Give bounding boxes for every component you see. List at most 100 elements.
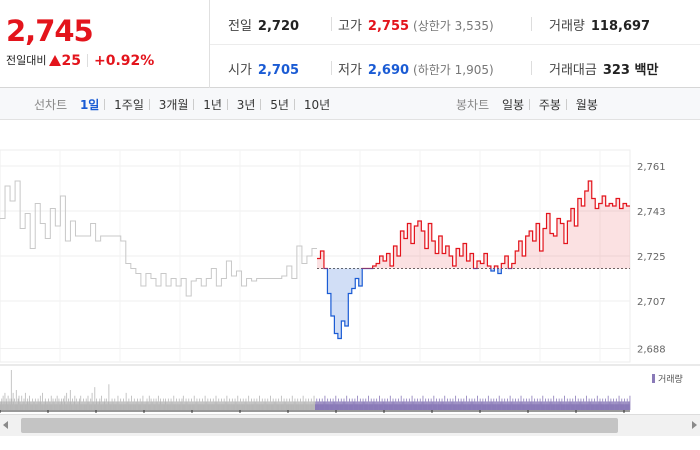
volume-bar	[574, 404, 576, 410]
volume-bar	[272, 398, 274, 410]
scroll-right-icon[interactable]	[692, 421, 697, 429]
volume-bar	[140, 401, 142, 410]
period-3y[interactable]: 3년	[236, 98, 256, 112]
volume-bar	[133, 404, 135, 410]
volume-bar	[318, 401, 319, 410]
volume-bar	[450, 401, 452, 410]
scroll-thumb[interactable]	[21, 418, 618, 433]
volume-bar	[172, 404, 173, 410]
volume-bar	[433, 404, 434, 410]
volume-bar	[615, 404, 617, 410]
volume-bar	[540, 404, 541, 410]
price-change: 전일대비 25 +0.92%	[6, 52, 154, 69]
period-1w[interactable]: 1주일	[114, 98, 144, 112]
stat-open: 시가 2,705	[228, 59, 299, 78]
volume-bar	[444, 404, 446, 410]
volume-bar	[431, 404, 432, 410]
volume-bar	[150, 398, 152, 410]
volume-bar	[251, 404, 253, 410]
volume-bar	[93, 404, 94, 410]
volume-bar	[365, 398, 367, 410]
volume-bar	[436, 398, 437, 410]
volume-bar	[217, 401, 219, 410]
period-daily[interactable]: 일봉	[501, 98, 525, 112]
volume-bar	[297, 404, 299, 410]
volume-bar	[277, 404, 279, 410]
chart-scrollbar[interactable]	[0, 414, 700, 436]
volume-bar	[246, 404, 248, 410]
y-tick-label: 2,707	[637, 297, 666, 308]
period-weekly[interactable]: 주봉	[538, 98, 561, 112]
volume-bar	[304, 404, 305, 410]
volume-bar	[495, 401, 496, 410]
volume-bar	[68, 398, 69, 410]
volume-bar	[28, 404, 30, 410]
volume-bar	[108, 404, 110, 410]
volume-bar	[126, 404, 127, 410]
period-monthly[interactable]: 월봉	[575, 98, 598, 112]
volume-bar	[23, 404, 24, 410]
volume-bar	[395, 398, 397, 410]
period-5y[interactable]: 5년	[270, 98, 289, 112]
volume-bar	[229, 404, 231, 410]
volume-bar	[604, 401, 605, 410]
volume-bar	[508, 404, 510, 410]
scroll-left-icon[interactable]	[3, 421, 8, 429]
volume-bar	[16, 401, 18, 410]
volume-bar	[153, 401, 155, 410]
volume-bar	[426, 404, 428, 410]
volume-bar	[279, 404, 281, 410]
volume-bar	[87, 404, 88, 410]
volume-bar	[512, 404, 514, 410]
volume-bar	[81, 401, 83, 410]
volume-bar	[256, 404, 258, 410]
volume-bar	[511, 404, 513, 410]
volume-bar	[14, 401, 16, 410]
period-3m[interactable]: 3개월	[158, 98, 189, 112]
volume-bar	[141, 401, 143, 410]
period-10y[interactable]: 10년	[303, 98, 331, 112]
volume-bar	[21, 401, 23, 410]
volume-bar	[138, 401, 140, 410]
volume-bar	[83, 404, 85, 410]
volume-bar	[583, 404, 585, 410]
volume-bar	[293, 401, 295, 410]
volume-bar	[475, 401, 477, 410]
volume-bar	[480, 404, 482, 410]
volume-bar	[243, 404, 245, 410]
volume-bar	[264, 398, 266, 410]
volume-bar	[77, 401, 78, 410]
volume-bar	[440, 404, 442, 410]
volume-bar	[118, 404, 119, 410]
volume-bar	[83, 398, 84, 410]
volume-bar	[214, 401, 216, 410]
volume-bar	[310, 398, 312, 410]
volume-bar	[202, 401, 204, 410]
volume-bar	[145, 401, 147, 410]
volume-bar	[402, 404, 403, 410]
period-1d[interactable]: 1일	[79, 98, 100, 112]
volume-bar	[185, 404, 186, 410]
volume-bar	[196, 404, 197, 410]
volume-bar	[127, 401, 129, 410]
volume-bar	[180, 404, 181, 410]
volume-bar	[239, 401, 241, 410]
volume-bar	[526, 398, 527, 410]
volume-bar	[424, 401, 426, 410]
volume-bar	[339, 401, 340, 410]
volume-bar	[531, 404, 532, 410]
volume-bar	[44, 404, 46, 410]
volume-bar	[239, 404, 241, 410]
volume-bar	[49, 404, 51, 410]
period-1y[interactable]: 1년	[203, 98, 222, 112]
volume-bar	[290, 401, 291, 410]
volume-bar	[594, 398, 595, 410]
volume-bar	[608, 404, 610, 410]
line-chart-label: 선차트	[34, 98, 68, 112]
volume-bar	[116, 404, 118, 410]
volume-bar	[598, 404, 600, 410]
volume-bar	[514, 404, 516, 410]
volume-bar	[432, 401, 434, 410]
volume-bar	[124, 404, 126, 410]
volume-bar	[14, 404, 16, 410]
